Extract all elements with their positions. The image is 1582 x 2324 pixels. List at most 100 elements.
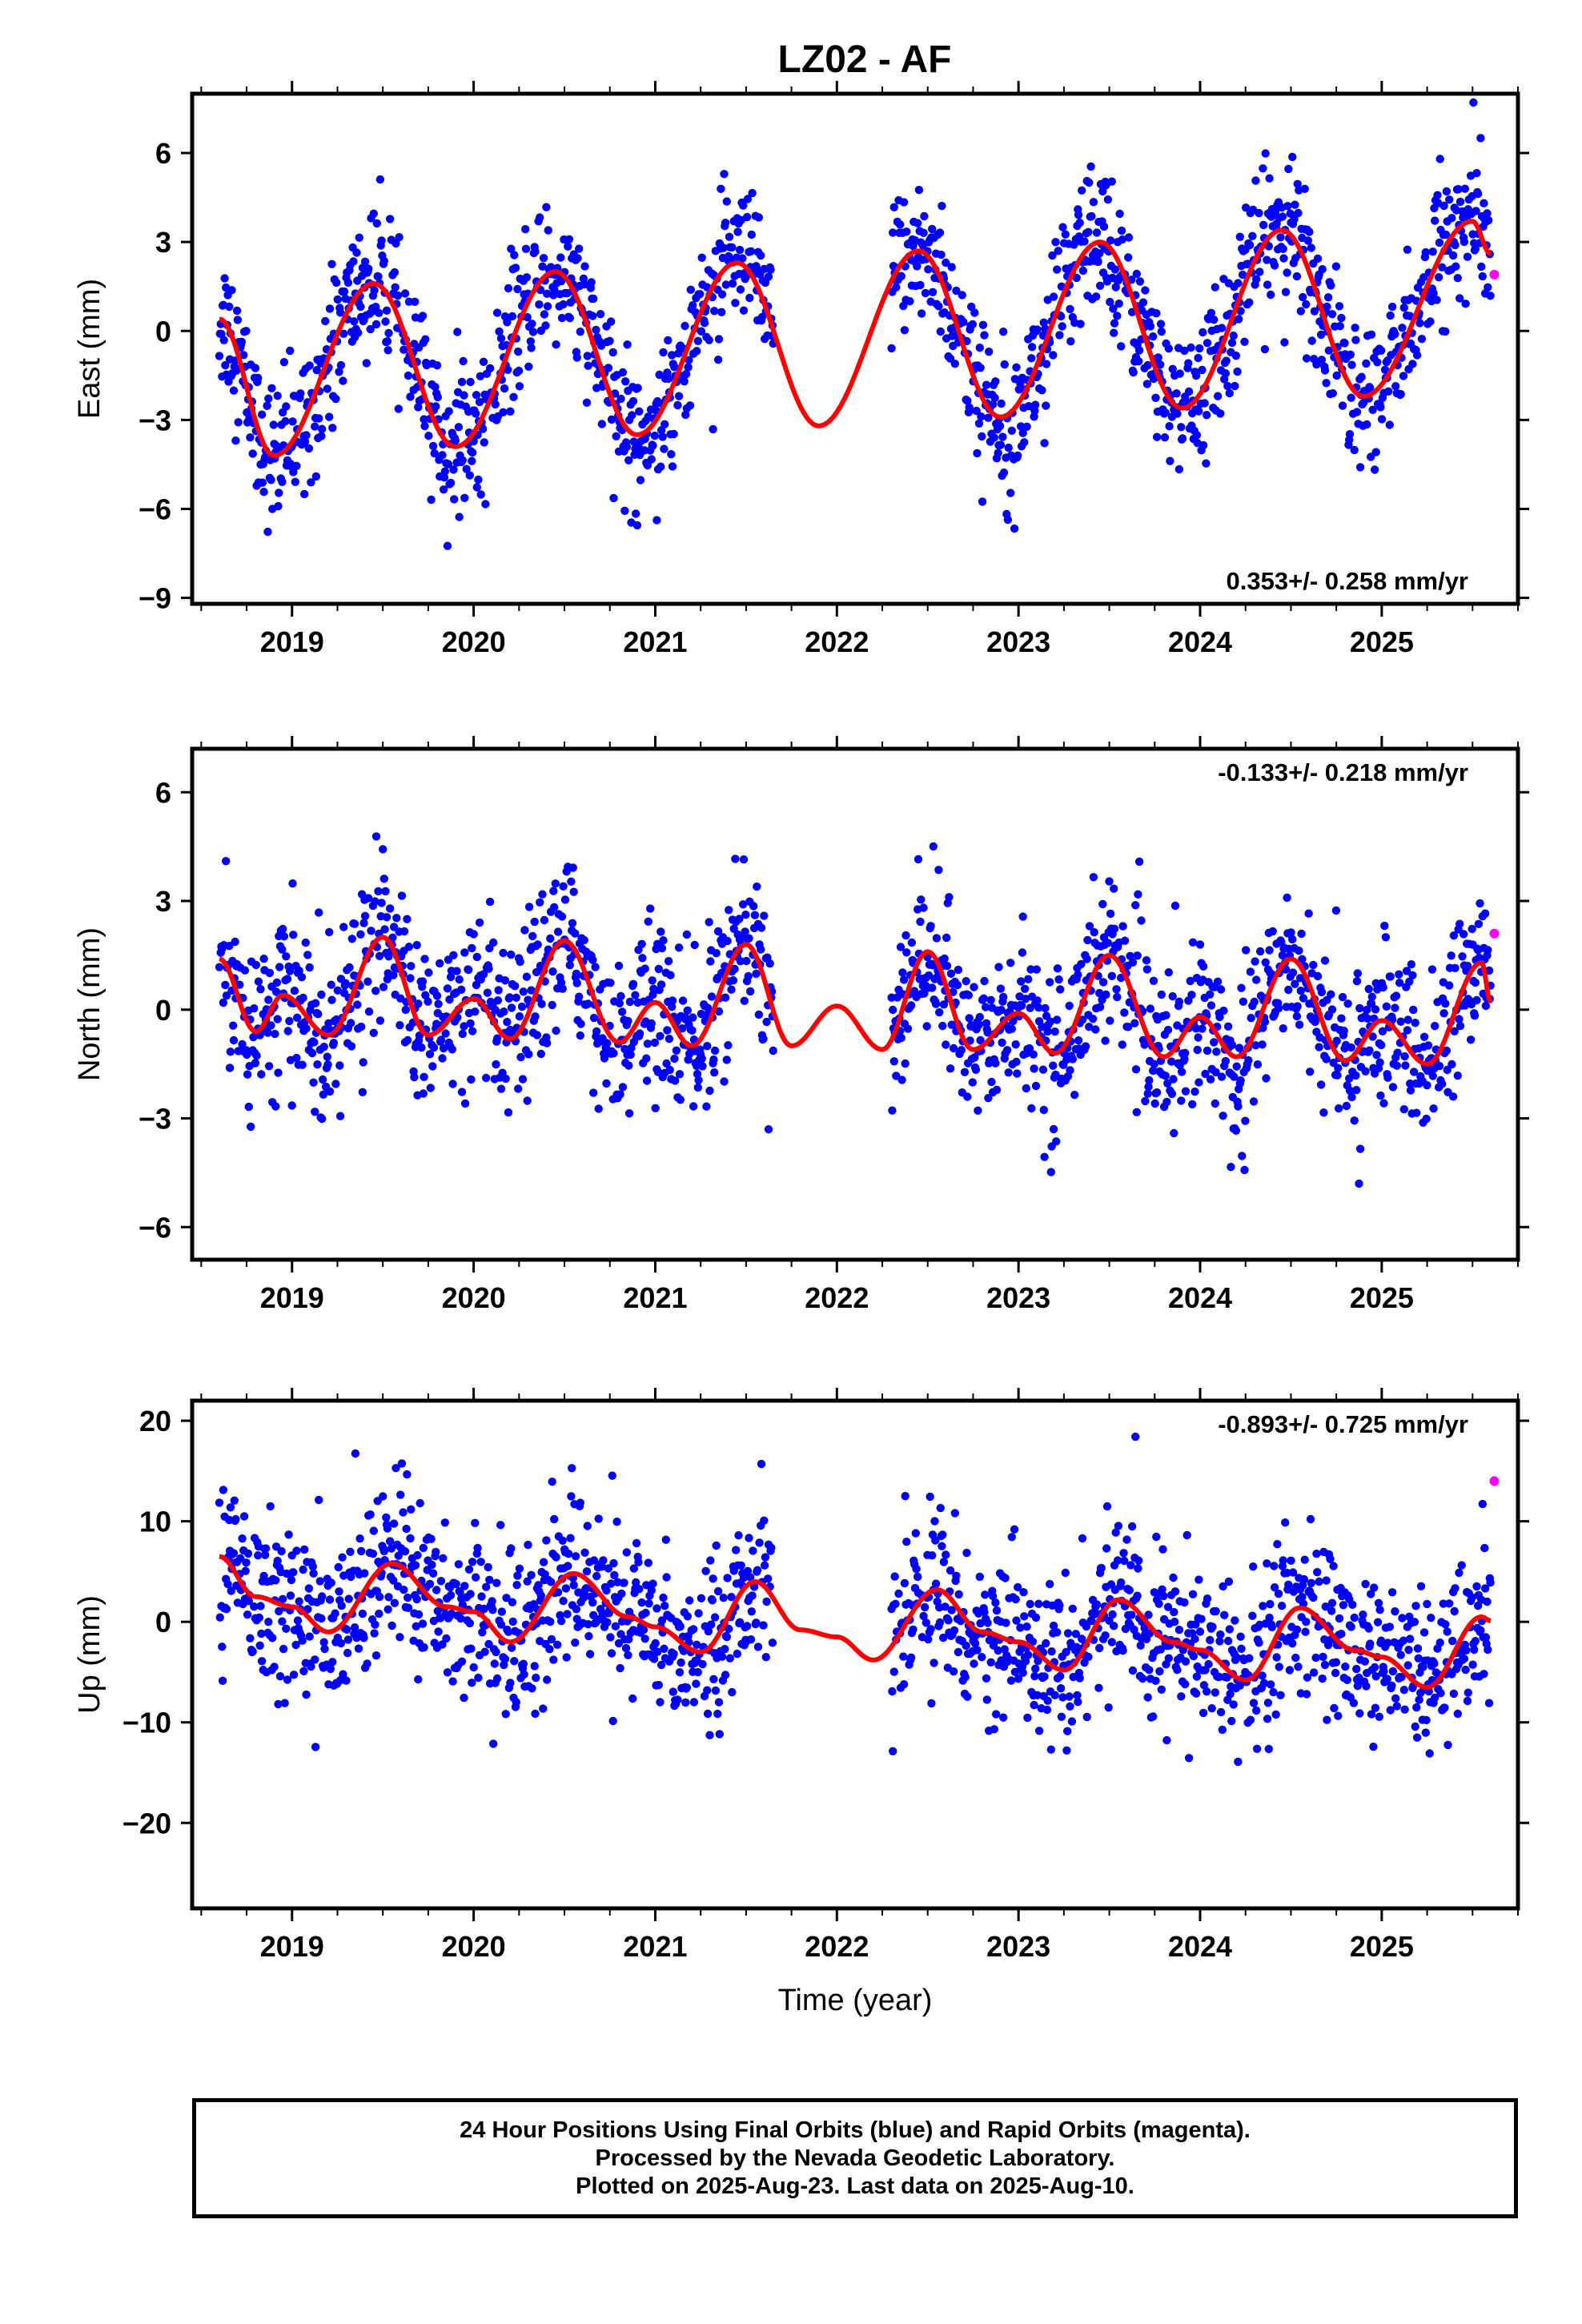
final-point bbox=[1441, 999, 1450, 1008]
final-point bbox=[381, 317, 390, 326]
final-point bbox=[1135, 277, 1145, 286]
final-point bbox=[899, 975, 909, 984]
final-point bbox=[1300, 184, 1309, 193]
final-point bbox=[1433, 191, 1442, 199]
final-point bbox=[389, 1576, 398, 1585]
final-point bbox=[652, 516, 661, 525]
final-point bbox=[983, 1618, 992, 1627]
final-point bbox=[1198, 1024, 1207, 1033]
final-point bbox=[1206, 1635, 1215, 1645]
final-point bbox=[1480, 1670, 1488, 1679]
final-point bbox=[438, 1640, 447, 1649]
final-point bbox=[935, 1007, 944, 1017]
final-point bbox=[1102, 1502, 1112, 1511]
final-point bbox=[1248, 231, 1257, 240]
final-point bbox=[1001, 1574, 1010, 1582]
final-point bbox=[1067, 1717, 1077, 1726]
final-point bbox=[717, 184, 725, 193]
final-point bbox=[244, 1102, 253, 1112]
final-point bbox=[226, 1503, 235, 1512]
final-point bbox=[616, 1090, 624, 1099]
final-point bbox=[1211, 1068, 1220, 1077]
final-point bbox=[719, 243, 728, 252]
final-point bbox=[1305, 227, 1314, 236]
final-point bbox=[913, 262, 921, 271]
final-point bbox=[412, 1622, 420, 1631]
final-point bbox=[325, 412, 334, 421]
final-point bbox=[1202, 459, 1211, 468]
final-point bbox=[523, 1577, 532, 1586]
final-point bbox=[1411, 1602, 1420, 1610]
final-point bbox=[1145, 1076, 1154, 1085]
final-point bbox=[1463, 252, 1472, 261]
final-point bbox=[942, 1040, 950, 1049]
final-point bbox=[1075, 218, 1084, 227]
final-point bbox=[292, 1546, 301, 1555]
final-point bbox=[1340, 339, 1349, 348]
final-point bbox=[428, 1560, 436, 1570]
final-point bbox=[739, 1573, 749, 1582]
final-point bbox=[273, 392, 282, 400]
final-point bbox=[1470, 1011, 1480, 1020]
final-point bbox=[685, 356, 693, 364]
final-point bbox=[404, 1593, 412, 1602]
final-point bbox=[1074, 971, 1082, 979]
final-point bbox=[1132, 269, 1142, 279]
final-point bbox=[446, 478, 456, 488]
final-point bbox=[991, 377, 1000, 386]
final-point bbox=[1327, 310, 1337, 319]
final-point bbox=[452, 967, 461, 975]
final-point bbox=[1141, 286, 1150, 295]
final-point bbox=[714, 1007, 724, 1016]
final-point bbox=[1307, 336, 1316, 345]
final-point bbox=[942, 961, 952, 971]
final-point bbox=[538, 262, 547, 271]
final-point bbox=[511, 263, 520, 272]
final-point bbox=[553, 927, 563, 936]
final-point bbox=[1053, 1015, 1062, 1024]
final-point bbox=[325, 927, 334, 937]
final-point bbox=[545, 1645, 554, 1654]
final-point bbox=[313, 1060, 322, 1069]
final-point bbox=[291, 477, 299, 486]
final-point bbox=[1317, 356, 1327, 364]
final-point bbox=[591, 963, 600, 971]
final-point bbox=[1392, 1702, 1402, 1711]
final-point bbox=[1443, 1740, 1452, 1750]
final-point bbox=[1432, 296, 1441, 304]
final-point bbox=[1403, 1015, 1412, 1024]
final-point bbox=[1088, 1015, 1098, 1023]
final-point bbox=[1347, 1622, 1355, 1631]
final-point bbox=[632, 1538, 641, 1548]
final-point bbox=[568, 863, 577, 872]
final-point bbox=[1327, 1606, 1336, 1615]
final-point bbox=[600, 1054, 609, 1063]
final-point bbox=[332, 278, 341, 287]
final-point bbox=[520, 1670, 528, 1679]
final-point bbox=[469, 930, 478, 939]
final-point bbox=[1319, 1652, 1327, 1662]
final-point bbox=[1249, 1699, 1259, 1707]
final-point bbox=[624, 1016, 632, 1026]
final-point bbox=[377, 899, 386, 907]
final-point bbox=[546, 263, 556, 271]
final-point bbox=[572, 969, 581, 979]
final-point bbox=[714, 1698, 724, 1707]
final-point bbox=[657, 943, 667, 953]
final-point bbox=[404, 1603, 413, 1612]
final-point bbox=[1053, 265, 1062, 274]
final-point bbox=[1273, 1540, 1282, 1549]
final-point bbox=[1255, 947, 1265, 956]
final-point bbox=[1355, 1179, 1363, 1188]
final-point bbox=[603, 1039, 612, 1047]
final-point bbox=[1003, 515, 1013, 525]
final-point bbox=[384, 328, 393, 338]
final-point bbox=[949, 1667, 958, 1676]
final-point bbox=[1021, 995, 1030, 1003]
final-point bbox=[1224, 1577, 1234, 1586]
final-point bbox=[1263, 255, 1271, 264]
final-point bbox=[564, 235, 574, 243]
final-point bbox=[647, 1586, 656, 1595]
final-point bbox=[1283, 893, 1291, 903]
